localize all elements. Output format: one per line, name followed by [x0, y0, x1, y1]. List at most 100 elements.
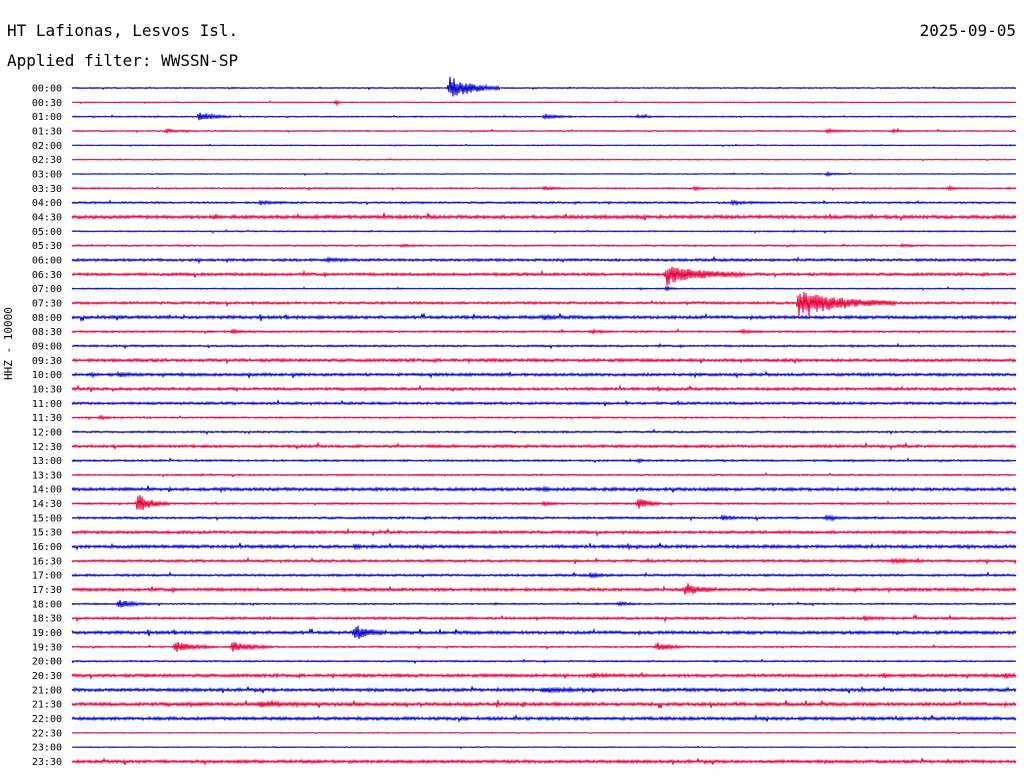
trace-line	[71, 658, 1017, 665]
time-tick-label: 15:30	[32, 528, 62, 539]
time-tick-label: 07:30	[32, 298, 62, 309]
trace-line	[71, 428, 1017, 436]
time-tick-label: 08:30	[32, 327, 62, 338]
trace-line	[71, 641, 1017, 652]
time-tick-label: 17:30	[32, 585, 62, 596]
trace-line	[71, 671, 1017, 681]
time-tick-label: 16:30	[32, 556, 62, 567]
trace-line	[71, 342, 1017, 350]
trace-line	[71, 685, 1017, 694]
time-tick-label: 21:30	[32, 700, 62, 711]
time-tick-label: 14:30	[32, 499, 62, 510]
trace-line	[71, 184, 1017, 192]
time-tick-label: 05:00	[32, 227, 62, 238]
trace-line	[71, 285, 1017, 293]
time-tick-label: 01:30	[32, 126, 62, 137]
trace-line	[71, 700, 1017, 709]
trace-line	[71, 713, 1017, 723]
time-tick-label: 16:00	[32, 542, 62, 553]
trace-line	[71, 414, 1017, 421]
time-tick-label: 22:00	[32, 714, 62, 725]
time-tick-label: 02:30	[32, 155, 62, 166]
trace-line	[71, 255, 1017, 265]
time-tick-label: 10:30	[32, 384, 62, 395]
trace-line	[71, 266, 1017, 286]
trace-line	[71, 556, 1017, 566]
trace-line	[71, 170, 1017, 178]
time-tick-label: 06:30	[32, 270, 62, 281]
time-tick-label: 12:00	[32, 427, 62, 438]
trace-line	[71, 757, 1017, 766]
time-tick-label: 20:30	[32, 671, 62, 682]
trace-line	[71, 495, 1017, 511]
trace-line	[71, 514, 1017, 522]
trace-line	[71, 76, 1017, 97]
time-tick-label: 18:00	[32, 599, 62, 610]
trace-line	[71, 157, 1017, 162]
time-tick-label: 06:00	[32, 255, 62, 266]
time-tick-label: 12:30	[32, 442, 62, 453]
trace-line	[71, 127, 1017, 135]
trace-line	[71, 613, 1017, 624]
trace-line	[71, 291, 1017, 317]
time-tick-label: 18:30	[32, 614, 62, 625]
trace-line	[71, 625, 1017, 639]
time-tick-label: 19:00	[32, 628, 62, 639]
trace-line	[71, 242, 1017, 249]
time-tick-label: 09:30	[32, 356, 62, 367]
time-tick-label: 03:30	[32, 184, 62, 195]
trace-line	[71, 457, 1017, 464]
trace-line	[71, 485, 1017, 494]
trace-line	[71, 527, 1017, 538]
trace-line	[71, 199, 1017, 207]
trace-line	[71, 98, 1017, 107]
time-tick-label: 07:00	[32, 284, 62, 295]
trace-line	[71, 745, 1017, 750]
date-label: 2025-09-05	[919, 21, 1016, 40]
trace-line	[71, 370, 1017, 380]
filter-label: Applied filter: WWSSN-SP	[7, 51, 239, 70]
time-tick-label: 19:30	[32, 642, 62, 653]
time-tick-label: 04:30	[32, 212, 62, 223]
time-tick-label: 15:00	[32, 513, 62, 524]
time-tick-label: 10:00	[32, 370, 62, 381]
trace-line	[71, 383, 1017, 393]
trace-line	[71, 143, 1017, 148]
trace-line	[71, 112, 1017, 121]
trace-line	[71, 731, 1017, 735]
time-tick-label: 00:30	[32, 98, 62, 109]
time-tick-label: 08:00	[32, 313, 62, 324]
time-tick-label: 04:00	[32, 198, 62, 209]
time-tick-label: 11:00	[32, 399, 62, 410]
trace-line	[71, 398, 1017, 407]
trace-line	[71, 542, 1017, 552]
time-tick-label: 09:00	[32, 341, 62, 352]
time-tick-label: 13:00	[32, 456, 62, 467]
time-tick-label: 22:30	[32, 728, 62, 739]
time-tick-label: 00:00	[32, 84, 62, 95]
time-tick-label: 01:00	[32, 112, 62, 123]
time-tick-label: 14:00	[32, 485, 62, 496]
trace-line	[71, 312, 1017, 323]
time-tick-label: 23:30	[32, 757, 62, 768]
trace-line	[71, 228, 1017, 234]
trace-line	[71, 599, 1017, 608]
time-tick-label: 23:00	[32, 743, 62, 754]
trace-line	[71, 327, 1017, 336]
time-tick-label: 02:00	[32, 141, 62, 152]
trace-line	[71, 570, 1017, 579]
trace-line	[71, 212, 1017, 222]
trace-line	[71, 583, 1017, 595]
time-tick-label: 20:00	[32, 657, 62, 668]
time-tick-label: 13:30	[32, 470, 62, 481]
time-tick-label: 05:30	[32, 241, 62, 252]
trace-line	[71, 357, 1017, 365]
time-tick-label: 17:00	[32, 571, 62, 582]
time-tick-label: 11:30	[32, 413, 62, 424]
time-tick-label: 03:00	[32, 169, 62, 180]
trace-line	[71, 441, 1017, 451]
trace-line	[71, 471, 1017, 478]
time-tick-label: 21:00	[32, 685, 62, 696]
station-title: HT Lafionas, Lesvos Isl.	[7, 21, 239, 40]
